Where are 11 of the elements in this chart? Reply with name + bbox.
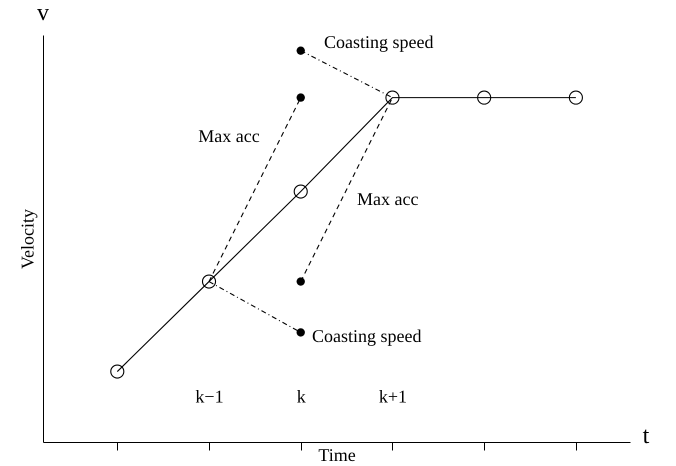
x-tick-label: k+1 [378, 386, 408, 406]
annotation: Max acc [357, 189, 418, 209]
annotation: Max acc [198, 126, 260, 146]
x-axis-title: Time [318, 445, 356, 465]
text: v [37, 0, 49, 26]
x-tick-label: k [296, 386, 306, 406]
x-tick-label: k−1 [195, 386, 224, 406]
annotation: Coasting speed [312, 326, 422, 346]
annotation: Coasting speed [324, 32, 434, 52]
y-axis-title: Velocity [18, 209, 38, 269]
text: t [642, 423, 650, 449]
